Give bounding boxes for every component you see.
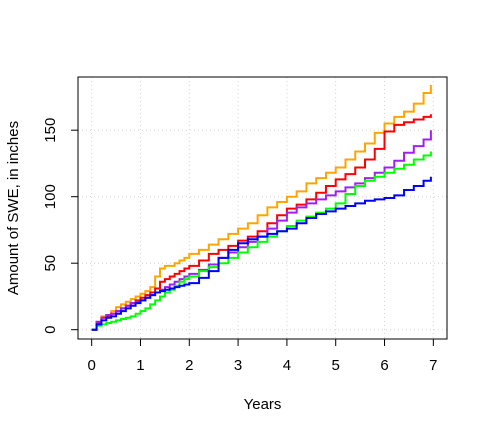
series-layer bbox=[91, 84, 432, 331]
x-tick-label: 7 bbox=[429, 357, 437, 374]
x-tick-label: 6 bbox=[380, 357, 388, 374]
y-tick-label: 0 bbox=[42, 326, 59, 334]
y-axis: 0 50 100 150 bbox=[42, 118, 79, 334]
series-line-5 bbox=[91, 176, 432, 331]
x-axis: 0 1 2 3 4 5 6 7 bbox=[87, 338, 438, 374]
grid-layer bbox=[78, 77, 447, 339]
y-tick-label: 50 bbox=[42, 255, 59, 272]
series-line-1 bbox=[91, 84, 432, 331]
x-tick-label: 3 bbox=[234, 357, 242, 374]
x-axis-title: Years bbox=[244, 396, 282, 413]
series-line-4 bbox=[91, 151, 432, 331]
x-tick-label: 5 bbox=[332, 357, 340, 374]
y-tick-label: 150 bbox=[42, 118, 59, 143]
x-tick-label: 1 bbox=[136, 357, 144, 374]
x-tick-label: 4 bbox=[283, 357, 291, 374]
x-tick-label: 0 bbox=[87, 357, 95, 374]
x-tick-label: 2 bbox=[185, 357, 193, 374]
y-tick-label: 100 bbox=[42, 184, 59, 209]
series-line-2 bbox=[91, 114, 432, 331]
y-axis-title: Amount of SWE, in inches bbox=[5, 121, 22, 295]
